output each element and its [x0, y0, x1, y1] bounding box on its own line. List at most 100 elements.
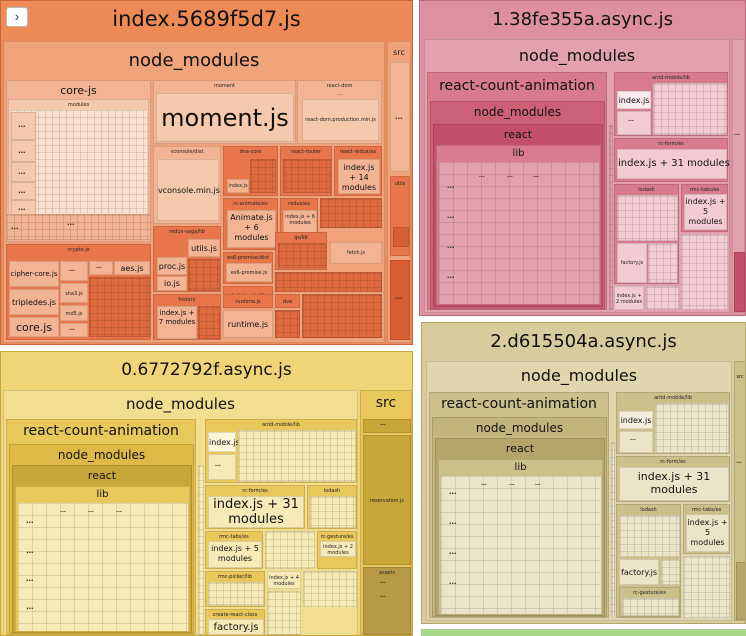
- core-js-file-module[interactable]: core.js: [9, 317, 59, 337]
- rca-group[interactable]: react-count-animation node_modules react…: [6, 419, 196, 635]
- vconsole-min-module[interactable]: vconsole.min.js: [157, 159, 220, 221]
- react-group[interactable]: react lib ... ... ... ... ... ... ...: [12, 465, 192, 633]
- index-5-module[interactable]: index.js + 5 modules: [684, 194, 727, 230]
- moment-js-module[interactable]: moment.js: [156, 93, 294, 142]
- lib-group[interactable]: lib ... ... ... ... ... ... ...: [436, 145, 601, 305]
- chunk-0-async[interactable]: 0.6772792f.async.js node_modules react-c…: [0, 351, 413, 636]
- module-grid[interactable]: [302, 294, 382, 338]
- antd-index-module[interactable]: index.js: [617, 91, 651, 109]
- module-tile[interactable]: ...: [208, 454, 236, 480]
- chunk-index[interactable]: index.5689f5d7.js node_modules core-js m…: [0, 0, 413, 345]
- src-group[interactable]: src ... utils ...: [387, 41, 411, 343]
- index-5-module[interactable]: index.js + 5 modules: [208, 541, 262, 568]
- module-grid[interactable]: [622, 598, 679, 616]
- module-grid[interactable]: [609, 125, 613, 310]
- node-modules-group[interactable]: node_modules react-count-animation node_…: [3, 390, 358, 635]
- dva-core-index-module[interactable]: index.js: [227, 179, 249, 193]
- rc-form-group[interactable]: rc-form/es index.js + 31 modules: [614, 138, 730, 182]
- module-grid[interactable]: [648, 243, 678, 283]
- fetch-js-module[interactable]: fetch.js: [330, 242, 382, 264]
- module-grid[interactable]: [619, 515, 680, 557]
- module-grid[interactable]: [267, 591, 301, 635]
- sidebar-toggle-button[interactable]: ›: [6, 7, 28, 27]
- module-grid[interactable]: [655, 403, 729, 453]
- module-grid[interactable]: [198, 465, 204, 635]
- module-tile[interactable]: ...: [11, 182, 36, 200]
- es6-promise-group[interactable]: es6-promise/dist es6-promise.js: [223, 252, 273, 284]
- vconsole-group[interactable]: vconsole/dist vconsole.min.js: [153, 146, 221, 224]
- index-5-module[interactable]: index.js + 5 modules: [686, 514, 729, 552]
- react-group[interactable]: react lib ... ... ... ... ... ... ...: [433, 124, 603, 307]
- chunk-next-strip[interactable]: [421, 629, 746, 636]
- qs-group[interactable]: qs/lib: [275, 232, 327, 270]
- module-grid[interactable]: [250, 159, 276, 193]
- lodash-group[interactable]: lodash factory.js: [614, 184, 679, 284]
- antd-index-module[interactable]: index.js: [208, 432, 240, 452]
- react-group[interactable]: react lib ... ... ... ... ... ... ...: [435, 438, 605, 616]
- assets-group[interactable]: assets ... ...: [363, 567, 411, 635]
- index-6-module[interactable]: index.js + 6 modules: [283, 210, 317, 234]
- module-grid[interactable]: [681, 234, 728, 310]
- rca-group[interactable]: react-count-animation node_modules react…: [429, 392, 609, 618]
- src-group[interactable]: src ...: [734, 361, 745, 621]
- module-grid[interactable]: [320, 198, 382, 228]
- rc-animate-group[interactable]: rc-animate/es Animate.js + 6 modules: [223, 198, 278, 250]
- chunk-1-async[interactable]: 1.38fe355a.async.js node_modules react-c…: [419, 0, 746, 316]
- react-dom-group[interactable]: react-dom ... react-dom.production.min.j…: [297, 80, 382, 144]
- module-grid[interactable]: [238, 430, 356, 482]
- module-grid[interactable]: [661, 559, 680, 585]
- index-14-module[interactable]: index.js + 14 modules: [338, 159, 380, 194]
- index-4-module[interactable]: index.js + 4 modules: [267, 571, 301, 589]
- md5-js-module[interactable]: md5.js: [60, 305, 88, 321]
- index-31-module[interactable]: index.js + 31 modules: [619, 467, 729, 501]
- module-grid[interactable]: [303, 571, 357, 607]
- rmc-tabs-group[interactable]: rmc-tabs/es index.js + 5 modules: [205, 531, 263, 569]
- src-module[interactable]: ...: [390, 62, 410, 172]
- module-grid[interactable]: [283, 159, 331, 193]
- factory-js-module[interactable]: factory.js: [617, 243, 647, 283]
- module-grid[interactable]: [646, 286, 679, 310]
- index-2-module[interactable]: index.js + 2 modules: [614, 286, 644, 310]
- module-tile[interactable]: ...: [60, 261, 88, 281]
- react-router-group[interactable]: react-router: [280, 146, 332, 196]
- animate-js-module[interactable]: Animate.js + 6 modules: [227, 210, 276, 248]
- rc-form-group[interactable]: rc-form/es index.js + 31 modules: [616, 456, 730, 502]
- redux-saga-group[interactable]: redux-saga/lib utils.js proc.js io.js: [153, 226, 221, 292]
- history-group[interactable]: history index.js + 7 modules: [153, 294, 221, 340]
- create-react-class-group[interactable]: create-react-class factory.js: [205, 609, 265, 635]
- core-js-extra[interactable]: ... ...: [6, 214, 151, 240]
- module-grid[interactable]: [441, 476, 601, 614]
- proc-js-module[interactable]: proc.js: [157, 257, 187, 275]
- rmc-picker-group[interactable]: rmc-picker/lib: [205, 571, 265, 607]
- antd-mobile-group[interactable]: antd-mobile/lib index.js ...: [205, 419, 357, 483]
- rmc-tabs-group[interactable]: rmc-tabs/es index.js + 5 modules: [683, 504, 730, 554]
- module-grid[interactable]: [611, 442, 615, 618]
- aes-js-module[interactable]: aes.js: [114, 261, 150, 275]
- runtime-js-module[interactable]: runtime.js: [223, 310, 273, 338]
- src-module[interactable]: ...: [363, 419, 411, 433]
- io-js-module[interactable]: io.js: [157, 276, 187, 291]
- rc-gesture-group[interactable]: rc-gesture/es: [619, 587, 680, 617]
- node-modules-group[interactable]: node_modules core-js modules ... ... ...…: [3, 41, 385, 343]
- module-tile[interactable]: ...: [617, 111, 651, 135]
- index-7-module[interactable]: index.js + 7 modules: [157, 306, 197, 339]
- module-tile[interactable]: [393, 227, 409, 247]
- dva-group[interactable]: dva: [275, 294, 300, 308]
- reservation-js-module[interactable]: reservation.js: [363, 435, 411, 565]
- module-tile[interactable]: ...: [89, 261, 113, 275]
- antd-mobile-group[interactable]: antd-mobile/lib index.js ...: [614, 72, 728, 136]
- index-2-module[interactable]: index.js + 2 modules: [320, 541, 356, 557]
- utils-group[interactable]: utils: [390, 176, 410, 256]
- tripledes-module[interactable]: tripledes.js: [9, 289, 59, 315]
- sha3-js-module[interactable]: sha3.js: [60, 283, 88, 303]
- module-grid[interactable]: [208, 582, 264, 606]
- moment-group[interactable]: moment moment.js: [153, 80, 296, 144]
- rca-node-modules[interactable]: node_modules react lib ... ... ... ... .…: [432, 417, 607, 617]
- react-dom-prod-module[interactable]: react-dom.production.min.js: [302, 99, 379, 141]
- module-grid[interactable]: [89, 277, 150, 337]
- chunk-2-async[interactable]: 2.d615504a.async.js node_modules react-c…: [421, 322, 746, 624]
- module-grid[interactable]: [198, 306, 220, 339]
- antd-index-module[interactable]: index.js: [619, 411, 653, 429]
- module-grid[interactable]: [310, 496, 356, 528]
- index-31-module[interactable]: index.js + 31 modules: [617, 149, 730, 179]
